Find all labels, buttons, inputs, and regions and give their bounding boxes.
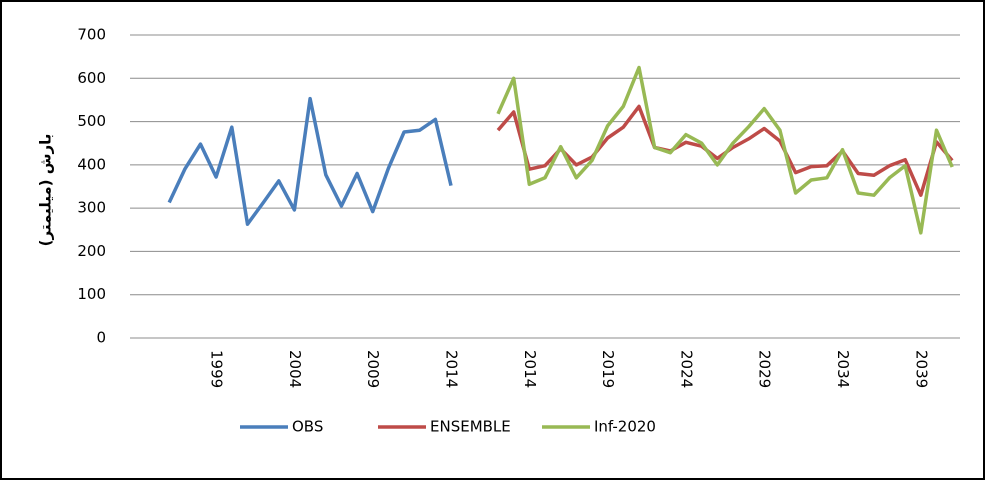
y-tick-label: 600 bbox=[77, 69, 106, 87]
legend-label: ENSEMBLE bbox=[430, 418, 511, 436]
x-tick-label: 1999 bbox=[208, 350, 226, 388]
y-tick-label: 500 bbox=[77, 112, 106, 130]
y-tick-label: 300 bbox=[77, 199, 106, 217]
legend-label: OBS bbox=[292, 418, 323, 436]
y-tick-label: 100 bbox=[77, 285, 106, 303]
x-tick-label: 2009 bbox=[364, 350, 382, 388]
y-axis-label: بارش (میلیمتر) bbox=[37, 134, 55, 247]
x-tick-label: 2014 bbox=[521, 350, 539, 388]
y-tick-label: 0 bbox=[96, 329, 106, 347]
x-tick-label: 2024 bbox=[677, 350, 695, 388]
x-tick-label: 2004 bbox=[286, 350, 304, 388]
y-tick-label: 200 bbox=[77, 242, 106, 260]
y-tick-label: 400 bbox=[77, 155, 106, 173]
series-line bbox=[496, 65, 954, 235]
x-tick-label: 2039 bbox=[912, 350, 930, 388]
series-line bbox=[167, 96, 453, 226]
x-tick-label: 2029 bbox=[756, 350, 774, 388]
legend-label: Inf-2020 bbox=[594, 418, 656, 436]
y-tick-label: 700 bbox=[77, 26, 106, 44]
x-tick-label: 2019 bbox=[599, 350, 617, 388]
x-tick-label: 2034 bbox=[834, 350, 852, 388]
x-tick-label: 2014 bbox=[443, 350, 461, 388]
